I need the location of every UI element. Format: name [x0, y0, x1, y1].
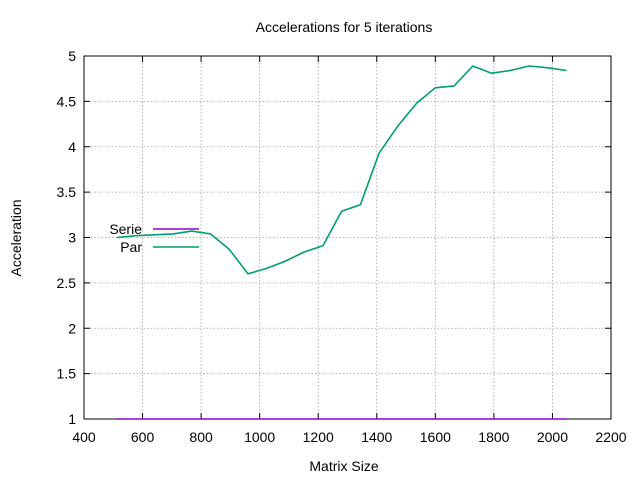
x-tick-label: 1600	[420, 429, 451, 445]
y-tick-label: 3	[68, 230, 76, 246]
grid	[84, 56, 611, 419]
axis-ticks: 400 600 800 1000 1200 1400 1600 1800 2000 2200 1 1.…	[57, 48, 627, 445]
chart-title: Accelerations for 5 iterations	[256, 19, 433, 35]
y-tick-label: 4	[68, 139, 76, 155]
y-tick-label: 1	[68, 411, 76, 427]
y-axis-label: Acceleration	[8, 199, 24, 276]
x-tick-label: 2200	[595, 429, 626, 445]
legend-label-serie: Serie	[109, 221, 142, 237]
x-tick-label: 1800	[478, 429, 509, 445]
x-tick-label: 800	[189, 429, 213, 445]
series-lines	[116, 65, 567, 420]
series-line-par	[116, 65, 567, 275]
legend: Serie Par	[109, 221, 199, 255]
y-tick-label: 1.5	[57, 366, 77, 382]
x-tick-label: 600	[131, 429, 155, 445]
x-tick-label: 2000	[537, 429, 568, 445]
y-tick-label: 2.5	[57, 275, 77, 291]
x-tick-label: 1400	[361, 429, 392, 445]
x-axis-label: Matrix Size	[309, 458, 378, 474]
legend-label-par: Par	[120, 239, 142, 255]
y-tick-label: 3.5	[57, 184, 77, 200]
x-tick-label: 1000	[244, 429, 275, 445]
y-tick-label: 5	[68, 48, 76, 64]
y-tick-label: 2	[68, 320, 76, 336]
x-tick-label: 1200	[303, 429, 334, 445]
x-tick-label: 400	[72, 429, 96, 445]
y-tick-label: 4.5	[57, 93, 77, 109]
